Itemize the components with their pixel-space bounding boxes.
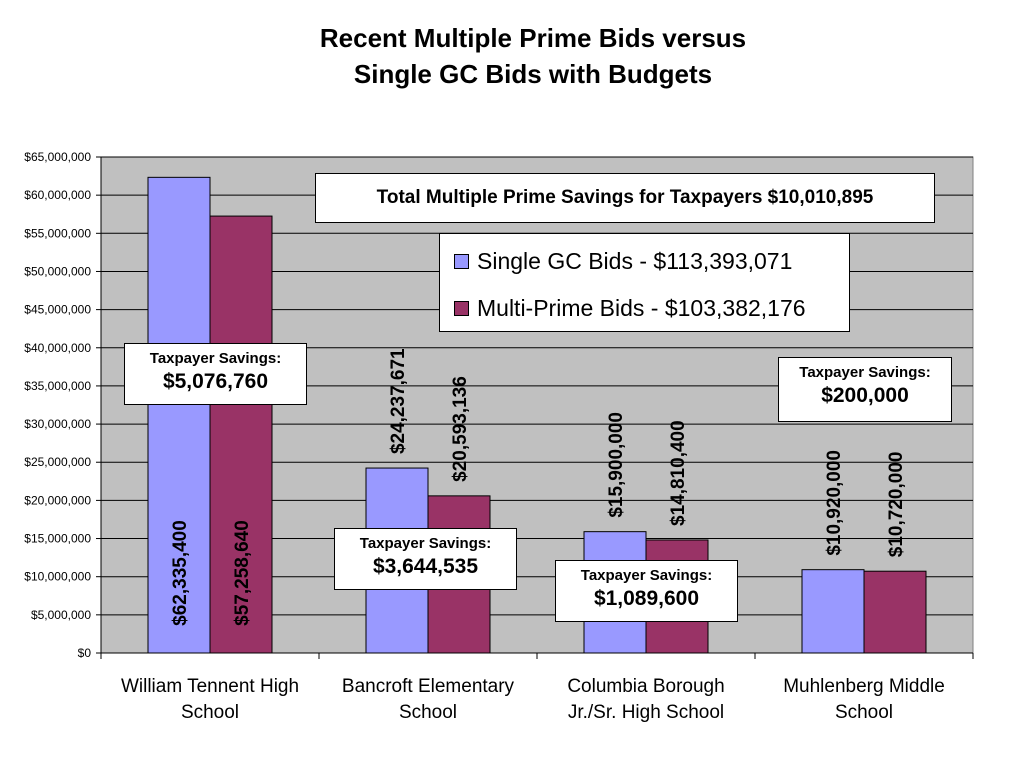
x-category-label: Columbia Borough [567,676,724,697]
legend-label-single-gc: Single GC Bids - $113,393,071 [477,247,793,274]
y-tick-label: $20,000,000 [24,493,91,507]
total-savings-box: Total Multiple Prime Savings for Taxpaye… [315,173,935,223]
legend-swatch-single-gc [454,253,469,269]
data-label: $15,900,000 [606,412,627,518]
y-tick-label: $65,000,000 [24,150,91,164]
x-category-label: Bancroft Elementary [342,676,515,697]
y-tick-label: $45,000,000 [24,303,91,317]
x-category-label: Jr./Sr. High School [568,702,724,723]
y-tick-label: $25,000,000 [24,455,91,469]
data-label: $10,920,000 [824,450,845,556]
legend-item-single-gc: Single GC Bids - $113,393,071 [454,246,792,276]
data-label: $14,810,400 [668,420,689,526]
y-tick-label: $10,000,000 [24,570,91,584]
chart-title-line-2: Single GC Bids with Budgets [353,59,713,89]
legend-swatch-multi-prime [454,300,469,316]
savings-caption: Taxpayer Savings: [149,350,282,367]
y-tick-labels: $0 $5,000,000 $10,000,000 $15,000,000 $20,00… [24,150,101,660]
data-label: $20,593,136 [450,376,471,482]
chart-title-line-1: Recent Multiple Prime Bids versus [319,23,747,53]
y-tick-label: $35,000,000 [24,379,91,393]
x-category-label: William Tennent High [121,676,299,697]
legend-label-multi-prime: Multi-Prime Bids - $103,382,176 [477,294,806,321]
savings-caption: Taxpayer Savings: [799,364,931,381]
y-tick-label: $50,000,000 [24,264,91,278]
x-category-label: School [399,702,457,723]
data-label: $62,335,400 [170,520,191,626]
bar [209,215,273,654]
savings-caption: Taxpayer Savings: [580,567,713,584]
y-tick-label: $55,000,000 [24,226,91,240]
savings-box-muhlenberg: Taxpayer Savings: $200,000 [778,357,952,422]
x-category-label: School [835,702,893,723]
y-tick-label: $60,000,000 [24,188,91,202]
data-label: $10,720,000 [886,452,907,558]
savings-value: $1,089,600 [593,587,700,610]
y-tick-label: $15,000,000 [24,532,91,546]
savings-caption: Taxpayer Savings: [359,535,492,552]
y-tick-label: $40,000,000 [24,341,91,355]
x-category-label: School [181,702,239,723]
y-tick-label: $5,000,000 [31,608,91,622]
bar [863,570,927,654]
data-label: $24,237,671 [388,348,409,454]
legend: Single GC Bids - $113,393,071 Multi-Prim… [439,233,850,332]
data-label: $57,258,640 [232,520,253,626]
bar [801,569,865,654]
x-category-labels: William Tennent High School Bancroft Eleme… [100,653,974,723]
x-category-label: Muhlenberg Middle [783,676,945,697]
legend-item-multi-prime: Multi-Prime Bids - $103,382,176 [454,293,806,323]
savings-box-william-tennent: Taxpayer Savings: $5,076,760 [124,343,307,405]
savings-box-bancroft: Taxpayer Savings: $3,644,535 [334,528,517,590]
savings-value: $3,644,535 [372,555,479,578]
chart-title: Recent Multiple Prime Bids versus Single… [0,20,1024,92]
savings-value: $5,076,760 [162,370,269,393]
y-tick-label: $30,000,000 [24,417,91,431]
y-tick-label: $0 [78,646,92,660]
data-labels: $62,335,400 $57,258,640 $24,237,671 $20,593… [170,348,907,626]
total-savings-text: Total Multiple Prime Savings for Taxpaye… [376,187,874,208]
bar [147,176,211,654]
savings-box-columbia: Taxpayer Savings: $1,089,600 [555,560,738,622]
savings-value: $200,000 [821,384,909,407]
